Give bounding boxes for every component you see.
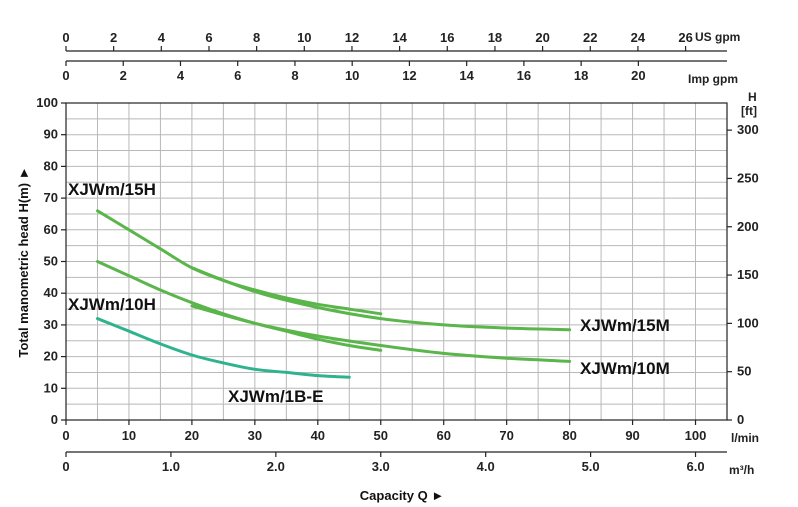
unit-feet-top: H [748,90,757,104]
y-tick-label: 80 [44,158,58,173]
us-gpm-axis-tick-label: 8 [253,30,260,45]
x-tick-label: 60 [436,428,450,443]
us-gpm-axis-tick-label: 14 [392,30,407,45]
series-line-xjwm-15m [190,266,572,332]
us-gpm-axis-tick-label: 26 [678,30,692,45]
y-tick-label: 30 [44,317,58,332]
y-tick-label: 20 [44,349,58,364]
y-tick-label: 40 [44,285,58,300]
x-tick-label: 20 [185,428,199,443]
us-gpm-axis-tick-label: 16 [440,30,454,45]
imp-gpm-axis-tick-label: 14 [459,68,474,83]
x-tick-label: 10 [122,428,136,443]
series-label-xjwm-15m: XJWm/15M [580,316,670,335]
x-tick-label: 100 [685,428,707,443]
unit-imp-gpm: Imp gpm [688,72,738,86]
us-gpm-axis-tick-label: 12 [345,30,359,45]
y-tick-label: 100 [36,95,58,110]
us-gpm-axis-tick-label: 20 [535,30,549,45]
y-tick-label: 60 [44,222,58,237]
imp-gpm-axis-tick-label: 6 [234,68,241,83]
ft-tick-label: 0 [737,412,744,427]
x-tick-label: 40 [311,428,325,443]
x-tick-label: 50 [374,428,388,443]
m3h-axis-tick-label: 6.0 [686,459,704,474]
series-line-xjwm-10m [190,304,572,363]
x-axis-title: Capacity Q ► [360,488,444,503]
unit-l-min: l/min [731,431,759,445]
unit-m3h: m³/h [729,463,754,477]
us-gpm-axis-tick-label: 4 [158,30,166,45]
us-gpm-axis-tick-label: 22 [583,30,597,45]
m3h-axis-tick-label: 3.0 [372,459,390,474]
y-tick-label: 50 [44,254,58,269]
us-gpm-axis-tick-label: 2 [110,30,117,45]
unit-us-gpm: US gpm [695,30,740,44]
series-lines [95,209,572,379]
series-labels: XJWm/15H XJWm/15M XJWm/10H XJWm/10M XJWm/1B-… [68,180,670,406]
x-tick-label: 0 [62,428,69,443]
series-label-xjwm-10m: XJWm/10M [580,359,670,378]
m3h-axis-tick-label: 4.0 [477,459,495,474]
ft-tick-label: 100 [737,315,759,330]
series-line-xjwm-1b-e [95,317,351,379]
imp-gpm-axis-tick-label: 8 [291,68,298,83]
x-tick-label: 80 [562,428,576,443]
ft-tick-label: 300 [737,122,759,137]
us-gpm-axis-tick-label: 10 [297,30,311,45]
us-gpm-axis-tick-label: 18 [488,30,502,45]
x-tick-label: 30 [248,428,262,443]
us-gpm-axis-tick-label: 0 [62,30,69,45]
imp-gpm-axis-tick-label: 10 [345,68,359,83]
imp-gpm-axis-tick-label: 2 [120,68,127,83]
y-tick-label: 10 [44,380,58,395]
y-tick-label: 90 [44,127,58,142]
ft-tick-label: 250 [737,170,759,185]
y-tick-label: 70 [44,190,58,205]
x-tick-label: 90 [625,428,639,443]
imp-gpm-axis-tick-label: 18 [574,68,588,83]
y-axis-title: Total manometric head H(m) ► [16,166,31,357]
unit-feet: [ft] [741,104,757,118]
imp-gpm-axis-tick-label: 4 [177,68,185,83]
m3h-axis-tick-label: 1.0 [162,459,180,474]
imp-gpm-axis-tick-label: 16 [517,68,531,83]
imp-gpm-axis-tick-label: 12 [402,68,416,83]
series-label-xjwm-15h: XJWm/15H [68,180,156,199]
x-tick-label: 70 [499,428,513,443]
y-tick-label: 0 [51,412,58,427]
series-label-xjwm-10h: XJWm/10H [68,295,156,314]
us-gpm-axis-tick-label: 6 [205,30,212,45]
axes [61,46,732,457]
m3h-axis-tick-label: 5.0 [582,459,600,474]
us-gpm-axis-tick-label: 24 [631,30,646,45]
ft-tick-label: 150 [737,267,759,282]
imp-gpm-axis-tick-label: 20 [631,68,645,83]
tick-labels: 0102030405060708090100050100150200250300… [36,30,758,474]
ft-tick-label: 50 [737,364,751,379]
imp-gpm-axis-tick-label: 0 [62,68,69,83]
series-label-xjwm-1b-e: XJWm/1B-E [228,387,323,406]
m3h-axis-tick-label: 2.0 [267,459,285,474]
ft-tick-label: 200 [737,219,759,234]
m3h-axis-tick-label: 0 [62,459,69,474]
